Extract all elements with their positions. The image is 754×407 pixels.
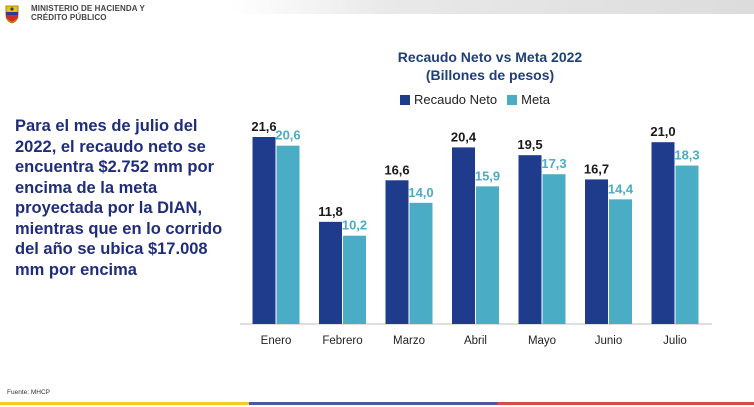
bar-meta-marzo bbox=[409, 202, 433, 324]
data-label-meta-junio: 14,4 bbox=[608, 181, 634, 196]
ministry-name: MINISTERIO DE HACIENDA Y CRÉDITO PÚBLICO bbox=[31, 4, 145, 22]
data-label-recaudo-abril: 20,4 bbox=[451, 129, 477, 144]
data-label-recaudo-enero: 21,6 bbox=[251, 119, 276, 134]
legend-swatch-recaudo bbox=[400, 94, 410, 105]
data-label-recaudo-junio: 16,7 bbox=[584, 161, 609, 176]
bar-recaudo-junio bbox=[585, 179, 608, 324]
chart-subtitle: (Billones de pesos) bbox=[425, 67, 555, 83]
bar-meta-abril bbox=[476, 186, 499, 324]
x-tick-label-enero: Enero bbox=[261, 335, 292, 347]
coat-of-arms-icon bbox=[5, 5, 19, 24]
bar-meta-junio bbox=[609, 199, 632, 324]
legend-label-recaudo: Recaudo Neto bbox=[414, 92, 498, 107]
bar-meta-febrero bbox=[343, 235, 366, 324]
data-label-recaudo-julio: 21,0 bbox=[650, 124, 675, 139]
legend-swatch-meta bbox=[507, 94, 518, 105]
bar-meta-mayo bbox=[542, 174, 566, 324]
header: MINISTERIO DE HACIENDA Y CRÉDITO PÚBLICO bbox=[0, 0, 754, 30]
x-tick-label-marzo: Marzo bbox=[393, 335, 425, 347]
summary-text: Para el mes de julio del 2022, el recaud… bbox=[15, 117, 223, 279]
bar-recaudo-abril bbox=[452, 147, 475, 324]
bar-recaudo-marzo bbox=[385, 180, 409, 324]
header-band bbox=[230, 0, 754, 14]
bar-recaudo-julio bbox=[651, 142, 675, 324]
ministry-line-1: MINISTERIO DE HACIENDA Y bbox=[31, 4, 145, 13]
x-tick-label-mayo: Mayo bbox=[528, 335, 556, 347]
legend-label-meta: Meta bbox=[521, 92, 551, 107]
ministry-line-2: CRÉDITO PÚBLICO bbox=[31, 13, 107, 22]
chart-legend: Recaudo Neto Meta bbox=[400, 92, 560, 107]
data-label-meta-julio: 18,3 bbox=[674, 148, 699, 163]
data-label-recaudo-marzo: 16,6 bbox=[384, 162, 409, 177]
chart-title-main: Recaudo Neto vs Meta 2022 bbox=[397, 49, 583, 65]
data-label-meta-marzo: 14,0 bbox=[408, 185, 433, 200]
bar-meta-julio bbox=[675, 165, 699, 324]
legend-item-recaudo: Recaudo Neto bbox=[400, 92, 497, 107]
bar-recaudo-febrero bbox=[319, 221, 342, 324]
bar-recaudo-mayo bbox=[518, 155, 542, 324]
bar-meta-enero bbox=[276, 145, 300, 324]
x-tick-label-abril: Abril bbox=[464, 335, 487, 347]
x-tick-label-febrero: Febrero bbox=[322, 335, 362, 347]
bar-recaudo-enero bbox=[252, 137, 276, 324]
data-label-meta-febrero: 10,2 bbox=[342, 218, 367, 233]
data-label-recaudo-mayo: 19,5 bbox=[517, 137, 542, 152]
data-label-meta-enero: 20,6 bbox=[275, 128, 300, 143]
data-label-recaudo-febrero: 11,8 bbox=[318, 204, 343, 219]
x-tick-label-junio: Junio bbox=[595, 335, 623, 347]
legend-item-meta: Meta bbox=[507, 92, 550, 107]
chart-title: Recaudo Neto vs Meta 2022 (Billones de p… bbox=[320, 48, 660, 84]
data-label-meta-abril: 15,9 bbox=[475, 168, 500, 183]
source-note: Fuente: MHCP bbox=[7, 389, 50, 396]
x-tick-label-julio: Julio bbox=[663, 335, 687, 347]
data-label-meta-mayo: 17,3 bbox=[541, 156, 566, 171]
footer-color-strip bbox=[0, 402, 754, 405]
